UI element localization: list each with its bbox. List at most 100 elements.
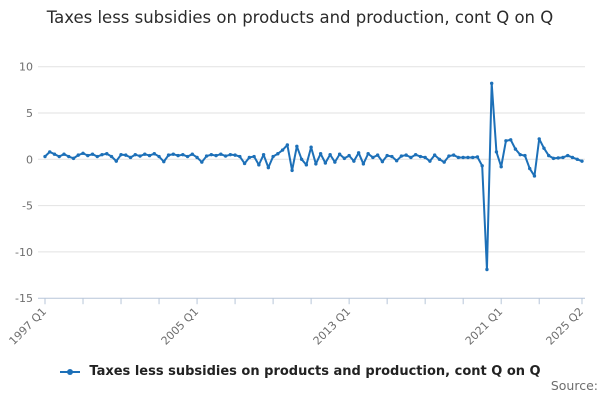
data-point [185,154,190,159]
data-point [247,155,252,160]
data-point [556,156,560,160]
data-point [143,152,147,156]
data-point [76,153,80,157]
data-point [513,147,518,151]
data-point [181,152,185,157]
data-point [100,152,104,157]
data-point [171,152,175,156]
data-point [494,150,499,154]
data-point [147,153,152,158]
data-point [90,152,95,156]
data-point [432,153,437,157]
y-tick-label: -5 [22,200,33,213]
data-point [480,164,484,168]
data-point [333,160,337,164]
data-point [337,152,342,156]
data-point [152,152,156,156]
data-point [299,157,304,161]
data-point [43,154,47,159]
legend: Taxes less subsidies on products and pro… [0,364,600,379]
data-point [242,161,247,166]
data-point [261,152,266,157]
data-point [271,154,275,159]
x-tick-label: 2025 Q2 [544,305,587,348]
data-point [162,159,166,164]
data-point [399,154,404,158]
data-point [219,152,223,156]
legend-series-label: Taxes less subsidies on products and pro… [89,364,541,379]
data-point [375,153,380,157]
data-point [223,154,228,158]
data-point [418,154,423,159]
data-point [95,154,99,159]
data-point [394,158,399,163]
data-point [128,155,133,160]
source-note: Source: [550,378,598,393]
data-point [361,162,366,166]
data-point [318,152,323,156]
data-point [280,148,285,152]
data-point [314,162,318,166]
data-point [380,159,385,164]
data-point [190,152,195,156]
data-point [413,152,418,157]
data-point [489,81,494,86]
data-point [475,155,480,159]
data-point [352,159,356,163]
data-point [561,155,565,160]
series-line [44,82,583,271]
data-point [138,154,142,158]
data-point [309,145,313,149]
data-point [304,163,309,167]
data-point [233,153,237,157]
data-point [176,153,180,158]
data-point [105,152,109,156]
data-point [504,139,508,143]
y-tick-label: -15 [15,292,33,305]
data-point [485,267,489,272]
data-point [209,152,214,157]
data-point [266,165,271,170]
data-point [447,154,451,158]
data-point [437,157,442,161]
data-point [109,154,114,159]
data-point [328,152,332,157]
data-point [566,153,570,158]
x-tick-label: 1997 Q1 [7,305,50,348]
data-point [119,152,123,157]
y-tick-label: 0 [26,153,33,166]
data-point [204,154,209,158]
data-point [295,144,299,149]
data-point [451,153,456,157]
data-point [228,152,233,157]
data-point [547,153,551,158]
data-point [580,159,584,163]
data-point [48,150,52,154]
data-point [290,168,294,173]
data-point [423,155,427,160]
data-point [114,159,118,163]
data-point [86,153,90,158]
data-point [342,156,347,161]
data-point [390,154,394,159]
data-point [81,151,85,155]
x-tick-label: 2021 Q1 [463,305,506,348]
data-point [200,160,204,164]
data-point [551,156,556,161]
legend-marker-icon [60,368,81,375]
data-point [67,154,71,159]
data-point [366,152,370,156]
chart-title: Taxes less subsidies on products and pro… [46,8,554,27]
data-point [570,155,575,160]
data-point [166,153,171,157]
data-point [528,166,532,171]
data-point [404,153,408,157]
data-point [285,143,290,147]
data-point [409,155,413,160]
data-point [57,154,61,159]
data-point [195,155,199,160]
data-point [385,153,389,158]
data-point [537,137,541,141]
data-point [238,154,242,159]
